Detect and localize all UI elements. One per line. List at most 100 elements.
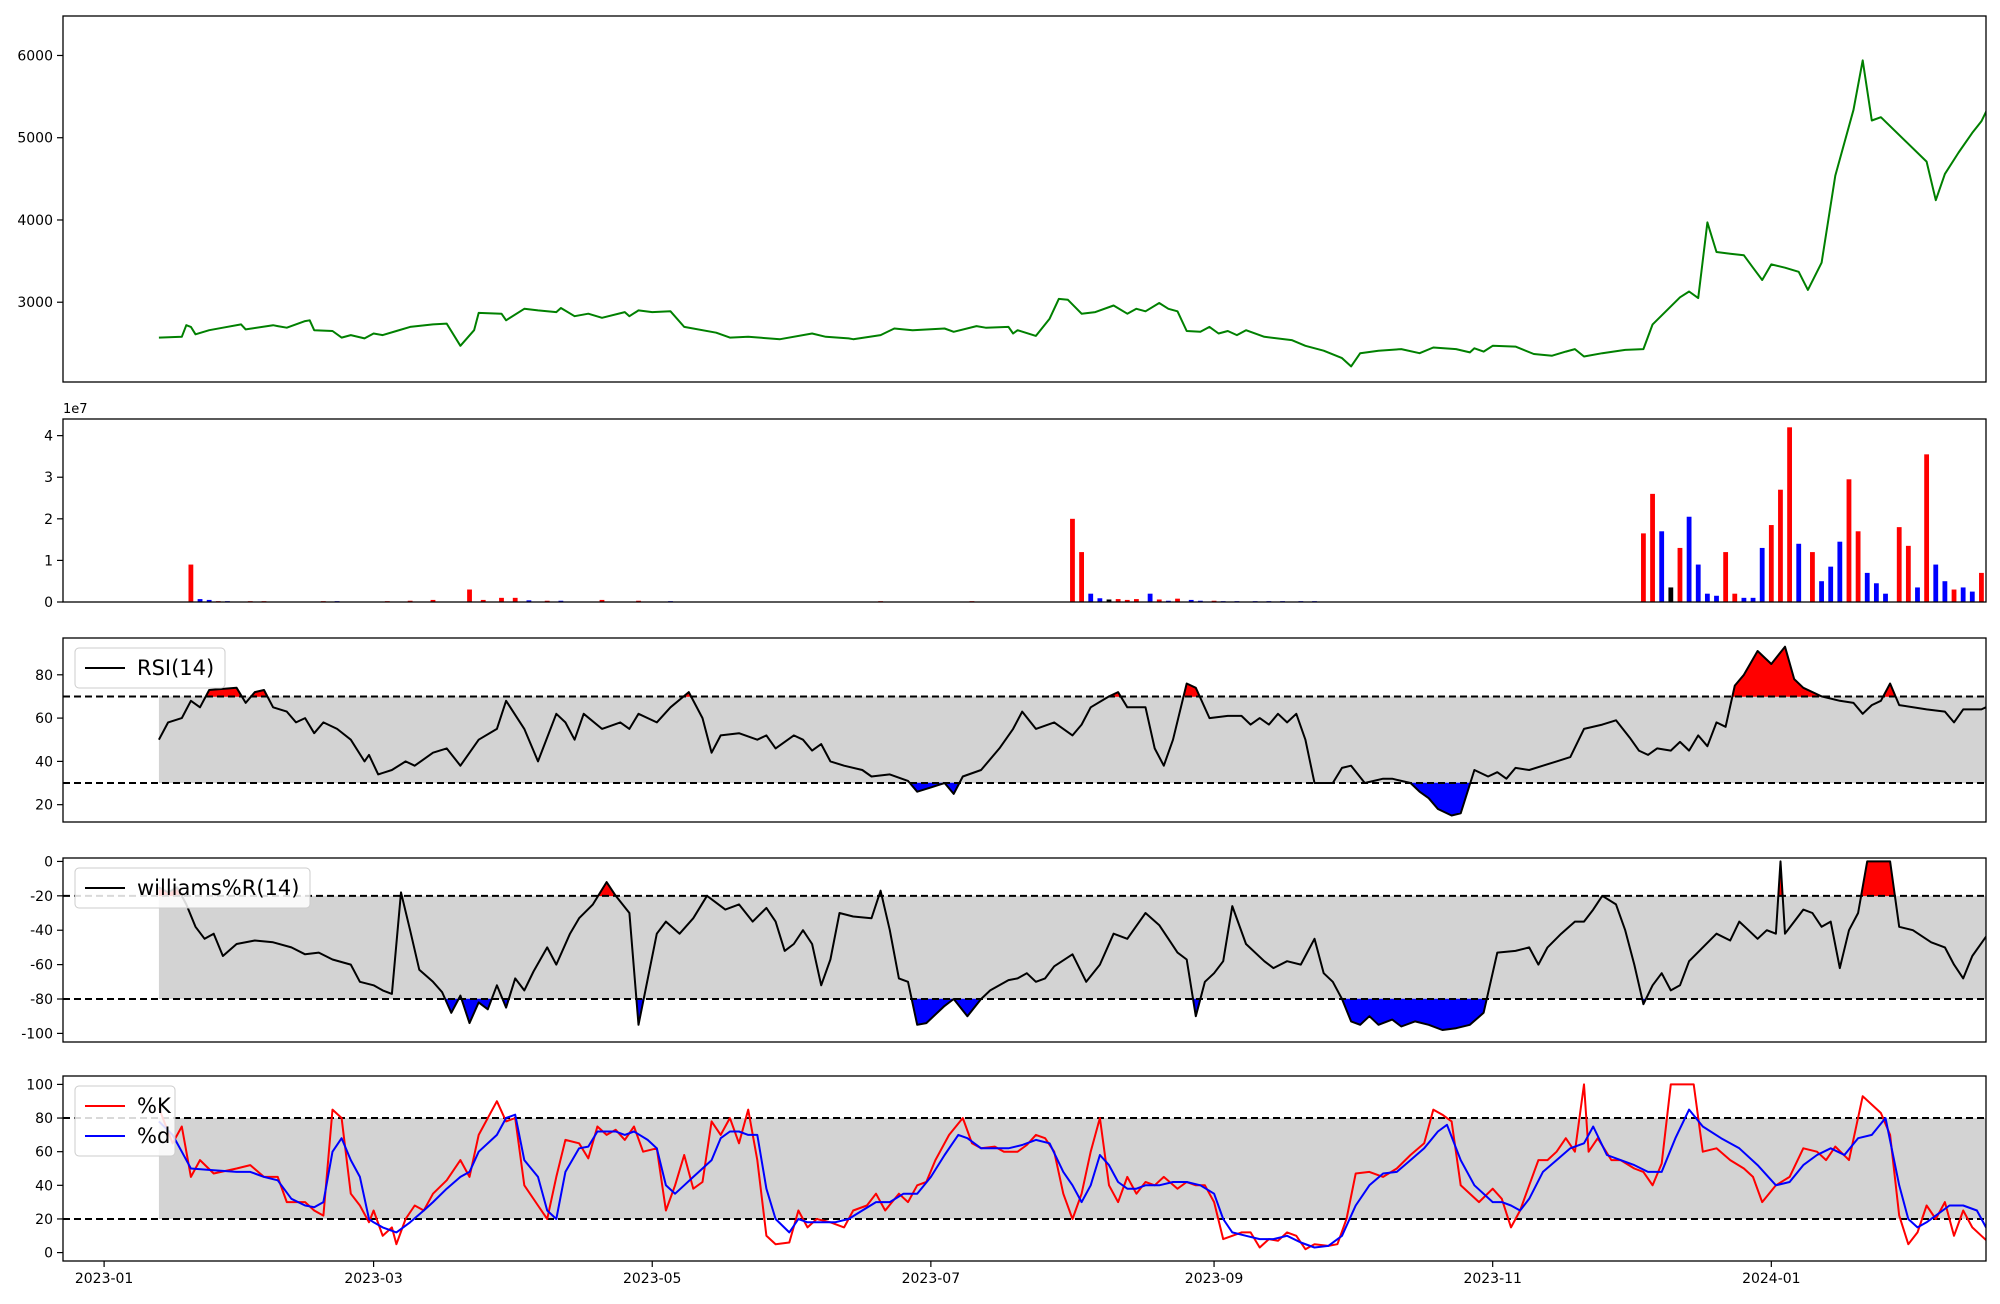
- volume-bar: [1979, 572, 1984, 602]
- volume-bar: [1896, 527, 1902, 602]
- volume-bar: [1088, 593, 1094, 602]
- rsi-ytick-label: 80: [35, 668, 53, 684]
- stochastic-ytick-label: 40: [35, 1178, 53, 1194]
- volume-bar: [1864, 572, 1870, 602]
- volume-bar: [1988, 592, 1993, 602]
- williams-panel: -100 -80 -60 -40 -20 0 williams%R(14): [21, 854, 1987, 1043]
- volume-bar: [1915, 587, 1920, 602]
- volume-bar: [512, 597, 518, 602]
- stochastic-ytick-label: 100: [26, 1077, 53, 1093]
- rsi-ytick-label: 60: [35, 711, 53, 727]
- volume-bar: [1134, 599, 1139, 602]
- volume-plot-area: [188, 427, 1993, 602]
- volume-bar: [1741, 597, 1747, 602]
- rsi-panel: 20 40 60 80 RSI(14): [35, 637, 1987, 823]
- volume-bar: [480, 599, 486, 602]
- stochastic-frame: [62, 1075, 1987, 1262]
- volume-bar: [1115, 599, 1121, 602]
- volume-bar: [1723, 552, 1729, 602]
- stochastic-series-line: [158, 1108, 1986, 1249]
- volume-bar: [1951, 589, 1957, 602]
- volume-bar: [1156, 599, 1162, 602]
- williams-legend-box: [74, 867, 311, 909]
- stochastic-ytick-label: 20: [35, 1212, 53, 1228]
- williams-overbought-fill: [158, 861, 1896, 897]
- volume-frame: [62, 418, 1987, 603]
- volume-bar: [1097, 598, 1103, 602]
- volume-bar: [1704, 593, 1710, 602]
- williams-ytick-label: -20: [30, 889, 53, 905]
- volume-bar: [467, 589, 472, 602]
- volume-bar: [1668, 587, 1674, 602]
- price-series-line: [158, 59, 1986, 368]
- volume-bar: [1188, 599, 1194, 602]
- volume-bar: [599, 599, 605, 602]
- volume-ytick-label: 4: [44, 429, 53, 445]
- volume-ytick-label: 1: [44, 553, 53, 569]
- volume-bar: [1124, 599, 1130, 602]
- williams-plot-area: [63, 860, 1986, 1031]
- volume-bar: [1070, 518, 1075, 602]
- volume-ytick-label: 0: [44, 595, 53, 611]
- volume-bar: [1768, 525, 1774, 602]
- volume-bar: [1759, 547, 1765, 602]
- volume-bar: [1732, 593, 1738, 602]
- rsi-overbought-fill: [205, 645, 1897, 697]
- volume-bar: [1106, 599, 1112, 602]
- rsi-band: [158, 696, 1986, 784]
- volume-bar: [1175, 598, 1180, 602]
- price-ytick-label: 6000: [17, 48, 53, 64]
- xtick-label: 2024-01: [1742, 1271, 1801, 1287]
- stochastic-legend-box: [74, 1085, 176, 1157]
- xtick-label: 2023-11: [1463, 1271, 1522, 1287]
- volume-bar: [1787, 427, 1792, 602]
- volume-bar: [1695, 564, 1701, 602]
- stochastic-ytick-label: 60: [35, 1145, 53, 1161]
- rsi-frame: [62, 637, 1987, 823]
- volume-bar: [1686, 516, 1692, 602]
- volume-bar: [1079, 552, 1084, 602]
- volume-bar: [1960, 587, 1966, 602]
- rsi-legend-box: [74, 647, 226, 689]
- volume-bar: [1810, 552, 1815, 602]
- volume-bar: [1855, 531, 1861, 602]
- volume-bar: [1659, 531, 1665, 602]
- volume-bar: [526, 600, 532, 602]
- volume-bar: [1819, 581, 1824, 602]
- stochastic-legend-label: %K: [137, 1094, 172, 1118]
- stochastic-ytick-label: 0: [44, 1246, 53, 1262]
- williams-oversold-fill: [444, 998, 1647, 1031]
- volume-ytick-label: 2: [44, 512, 53, 528]
- volume-bar: [197, 599, 203, 602]
- williams-frame: [62, 857, 1987, 1043]
- williams-series-line: [158, 860, 1986, 1031]
- volume-bar: [1714, 595, 1719, 602]
- stochastic-panel: 0 20 40 60 80 100 2023-01 2023-03 2023-05 2023-07…: [26, 1075, 1987, 1287]
- price-frame: [62, 15, 1987, 383]
- volume-bar: [1147, 593, 1153, 602]
- volume-ytick-label: 3: [44, 470, 53, 486]
- volume-bar: [1796, 543, 1802, 602]
- stochastic-ytick-label: 80: [35, 1111, 53, 1127]
- volume-bar: [1641, 533, 1646, 602]
- volume-bar: [1873, 583, 1879, 602]
- price-ytick-label: 3000: [17, 295, 53, 311]
- volume-bar: [188, 564, 194, 602]
- volume-bar: [1677, 547, 1683, 602]
- xtick-label: 2023-07: [902, 1271, 961, 1287]
- xtick-label: 2023-01: [75, 1271, 134, 1287]
- price-panel: 3000 4000 5000 6000: [17, 15, 1987, 383]
- volume-panel: 0 1 2 3 4 1e7: [44, 402, 1993, 611]
- volume-bar: [1750, 597, 1756, 602]
- volume-bar: [206, 599, 212, 602]
- volume-bar: [1942, 581, 1948, 602]
- rsi-legend-label: RSI(14): [137, 656, 214, 680]
- williams-ytick-label: -100: [21, 1026, 53, 1042]
- williams-ytick-label: 0: [44, 854, 53, 870]
- williams-ytick-label: -60: [30, 958, 53, 974]
- volume-bar: [1924, 454, 1930, 602]
- volume-bar: [1828, 566, 1834, 602]
